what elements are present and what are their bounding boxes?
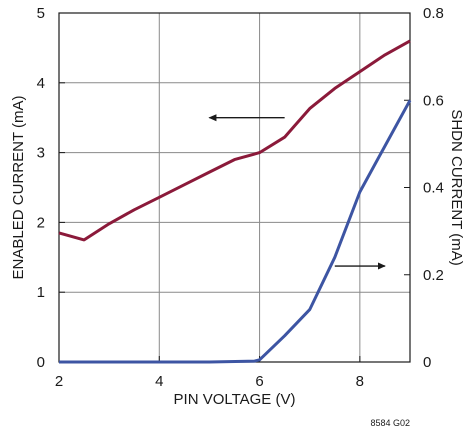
- y-axis-label-left: ENABLED CURRENT (mA): [10, 96, 27, 280]
- y-tick-label-left: 0: [37, 354, 45, 371]
- plot-frame: [58, 12, 411, 363]
- x-axis-label: PIN VOLTAGE (V): [174, 391, 296, 408]
- y-tick-label-left: 3: [37, 145, 45, 162]
- series-line-shdn-current: [59, 99, 412, 364]
- figure-note: 8584 G02: [370, 418, 410, 428]
- y-axis-label-right: SHDN CURRENT (mA): [448, 109, 465, 265]
- series-lines: [58, 39, 412, 364]
- x-tick-label: 8: [356, 373, 364, 390]
- grid-lines: [59, 13, 410, 362]
- y-tick-label-right: 0.2: [423, 267, 444, 284]
- annotation-arrows: [208, 114, 386, 270]
- y-tick-label-left: 1: [37, 284, 45, 301]
- y-tick-label-left: 5: [37, 5, 45, 22]
- y-tick-label-right: 0.8: [423, 5, 444, 22]
- ticks: 2 4 6 8 0 1 2 3 4 5 0 0.2 0.4 0.6 0.8: [37, 5, 444, 390]
- y-tick-label-left: 4: [37, 75, 45, 92]
- y-tick-label-right: 0.4: [423, 180, 444, 197]
- x-tick-label: 4: [155, 373, 163, 390]
- series-line-enabled-current: [58, 39, 411, 242]
- y-tick-label-right: 0: [423, 354, 431, 371]
- y-tick-label-right: 0.6: [423, 92, 444, 109]
- x-tick-label: 2: [55, 373, 63, 390]
- y-tick-label-left: 2: [37, 214, 45, 231]
- x-tick-label: 6: [255, 373, 263, 390]
